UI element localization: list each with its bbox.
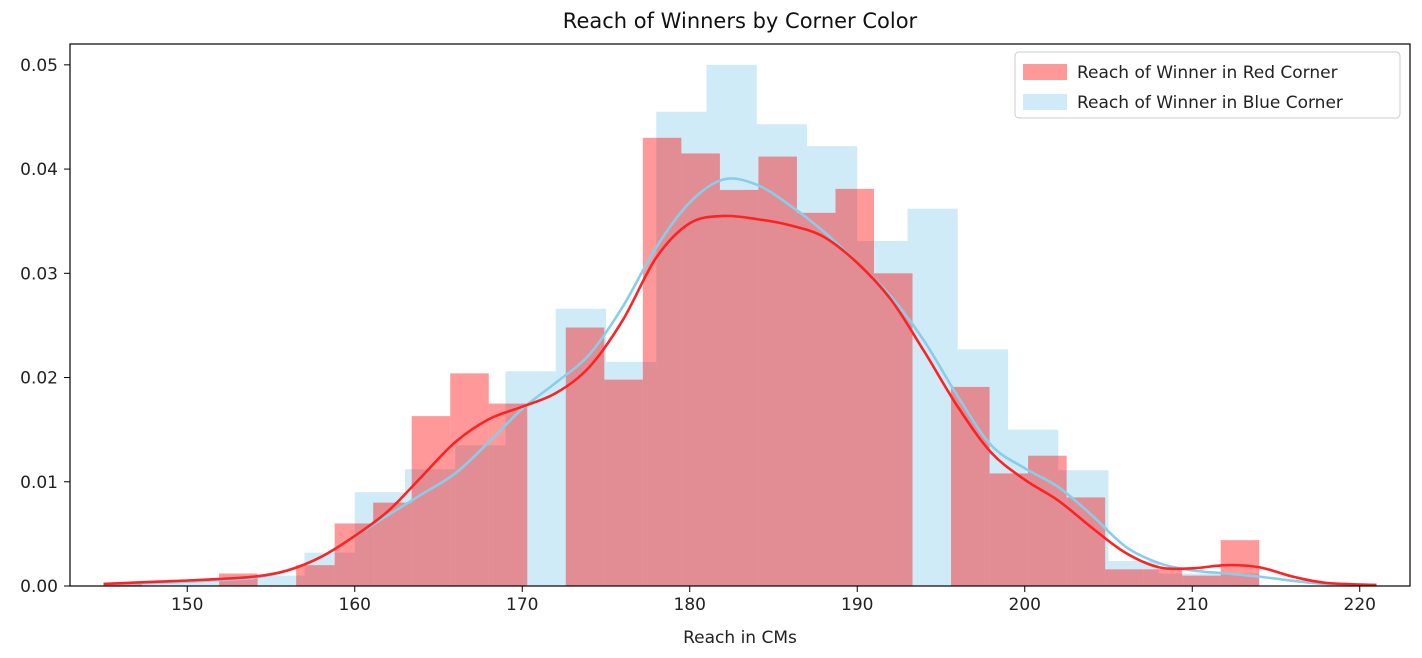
histogram-bar	[555, 308, 606, 586]
histogram-bar	[606, 361, 657, 586]
histogram-bar	[153, 581, 204, 586]
histogram-bar	[304, 552, 355, 586]
series-blue-bars	[103, 64, 1260, 587]
histogram-bar	[411, 416, 451, 586]
histogram-bar	[334, 523, 374, 586]
x-tick-label: 190	[841, 595, 873, 615]
histogram-bar	[796, 212, 836, 586]
legend-entry-label: Reach of Winner in Blue Corner	[1077, 93, 1343, 113]
plot-frame	[69, 43, 1411, 587]
y-tick-label: 0.05	[20, 56, 58, 76]
x-tick-label: 150	[171, 595, 203, 615]
histogram-bar	[835, 188, 874, 586]
plot-area	[103, 64, 1377, 587]
histogram-bar	[989, 473, 1029, 586]
histogram-bar	[706, 64, 757, 587]
y-tick-label: 0.02	[20, 369, 58, 389]
x-tick-label: 170	[506, 595, 538, 615]
histogram-bar	[758, 156, 797, 586]
legend-entry-label: Reach of Winner in Red Corner	[1077, 63, 1338, 83]
x-tick-label: 160	[339, 595, 371, 615]
y-tick-label: 0.04	[20, 160, 58, 180]
histogram-bar	[373, 502, 412, 586]
histogram-bar	[354, 492, 405, 586]
x-tick-label: 210	[1176, 595, 1208, 615]
histogram-bar	[1028, 455, 1067, 586]
histogram-bar	[907, 208, 958, 586]
histogram-bar	[1143, 569, 1183, 586]
histogram-bar	[296, 565, 335, 586]
y-tick-label: 0.03	[20, 264, 58, 284]
histogram-bar	[807, 146, 858, 586]
axes: 150 160 170 180 190 200 210 220 0.00 0.01 0.02 0.03…	[20, 56, 1376, 615]
histogram-bar	[604, 379, 643, 586]
y-tick-label: 0.00	[20, 577, 58, 597]
histogram-bar	[874, 273, 913, 586]
histogram-bar	[1105, 569, 1144, 586]
histogram-bar	[488, 403, 528, 586]
legend-swatch-blue	[1023, 94, 1067, 110]
histogram-bar	[719, 189, 759, 587]
histogram-bar	[951, 386, 990, 586]
histogram-bar	[1058, 470, 1109, 586]
histogram-bar	[1220, 540, 1260, 586]
histogram-bar	[857, 241, 908, 586]
histogram-bar	[204, 579, 255, 586]
histogram-bar	[1182, 575, 1221, 586]
histogram-bar	[450, 373, 489, 586]
histogram-bar	[1158, 573, 1209, 586]
histogram-bar	[642, 137, 682, 586]
histogram-bar	[565, 327, 605, 586]
histogram-bar	[103, 583, 143, 586]
histogram-bar	[455, 445, 506, 586]
histogram-bar	[1008, 429, 1059, 586]
x-axis-label: Reach in CMs	[683, 628, 797, 648]
y-tick-label: 0.01	[20, 473, 58, 493]
chart-title: Reach of Winners by Corner Color	[563, 9, 918, 33]
x-tick-label: 220	[1344, 595, 1376, 615]
histogram-bar	[103, 583, 154, 586]
legend-swatch-red	[1023, 64, 1067, 80]
histogram-bar	[505, 371, 556, 586]
x-tick-label: 200	[1009, 595, 1041, 615]
series-red-kde-line	[103, 214, 1377, 587]
series-red-bars	[103, 137, 1260, 587]
histogram-bar	[254, 575, 305, 586]
x-tick-label: 180	[674, 595, 706, 615]
legend-frame	[1014, 51, 1401, 119]
histogram-bar	[656, 111, 707, 586]
legend: Reach of Winner in Red Corner Reach of Wi…	[1014, 51, 1401, 119]
histogram-bar	[957, 349, 1008, 586]
